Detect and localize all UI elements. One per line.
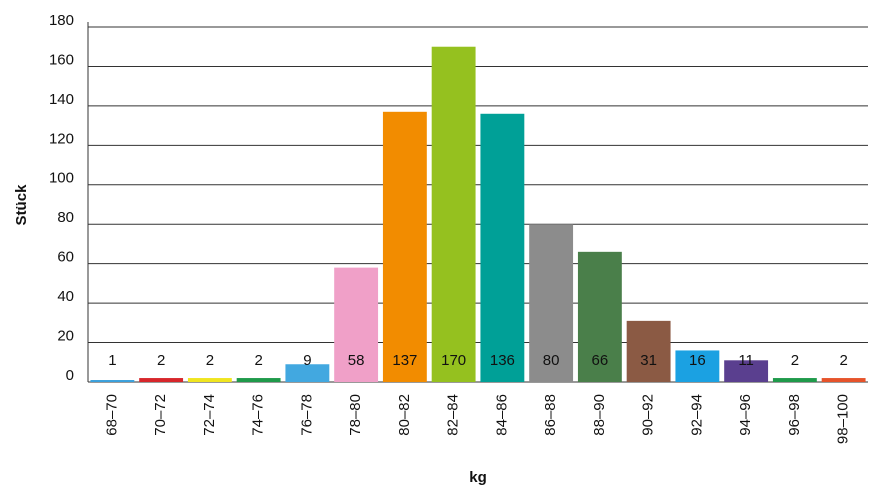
value-label: 170: [441, 352, 466, 369]
bar: [90, 380, 135, 382]
x-axis-title: kg: [469, 469, 487, 486]
bar: [187, 378, 232, 382]
y-tick-label: 20: [57, 328, 74, 345]
bar: [724, 360, 769, 382]
bar: [821, 378, 866, 382]
y-axis-title: Stück: [13, 184, 30, 226]
y-tick-label: 80: [57, 209, 74, 226]
bar: [431, 46, 476, 382]
x-tick-label: 94–96: [737, 394, 754, 436]
y-tick-label: 180: [49, 12, 74, 29]
y-tick-label: 160: [49, 51, 74, 68]
y-tick-label: 100: [49, 170, 74, 187]
bar: [334, 267, 379, 382]
value-label: 136: [490, 352, 515, 369]
value-label: 9: [303, 352, 311, 369]
x-tick-label: 76–78: [298, 394, 315, 436]
value-label: 16: [689, 352, 706, 369]
x-tick-label: 96–98: [786, 394, 803, 436]
value-label: 2: [157, 352, 165, 369]
x-tick-label: 88–90: [591, 394, 608, 436]
value-label: 2: [254, 352, 262, 369]
bar: [529, 224, 574, 382]
x-tick-label: 78–80: [347, 394, 364, 436]
bar: [139, 378, 184, 382]
value-label: 2: [791, 352, 799, 369]
x-tick-label: 98–100: [835, 394, 852, 444]
x-tick-label: 82–84: [445, 394, 462, 436]
bar: [285, 364, 330, 382]
x-tick-label: 74–76: [250, 394, 267, 436]
y-tick-label: 40: [57, 288, 74, 305]
bar: [382, 111, 427, 383]
bar: [236, 378, 281, 382]
value-label: 11: [738, 352, 754, 369]
value-label: 2: [206, 352, 214, 369]
x-tick-label: 86–88: [542, 394, 559, 436]
y-tick-label: 120: [49, 130, 74, 147]
bar: [480, 113, 525, 383]
value-label: 1: [108, 352, 116, 369]
value-label: 66: [592, 352, 609, 369]
x-tick-label: 92–94: [688, 394, 705, 436]
y-tick-label: 140: [49, 91, 74, 108]
y-tick-label: 60: [57, 249, 74, 266]
bar: [772, 378, 817, 382]
y-tick-label: 0: [66, 367, 74, 384]
value-label: 137: [392, 352, 417, 369]
value-label: 58: [348, 352, 365, 369]
x-tick-label: 72–74: [201, 394, 218, 436]
x-tick-label: 68–70: [103, 394, 120, 436]
bar: [626, 320, 671, 382]
bar: [675, 350, 720, 382]
x-tick-label: 70–72: [152, 394, 169, 436]
bar: [577, 251, 622, 382]
value-label: 31: [640, 352, 657, 369]
value-label: 80: [543, 352, 560, 369]
x-tick-label: 80–82: [396, 394, 413, 436]
value-label: 2: [839, 352, 847, 369]
x-tick-label: 90–92: [640, 394, 657, 436]
x-tick-label: 84–86: [493, 394, 510, 436]
